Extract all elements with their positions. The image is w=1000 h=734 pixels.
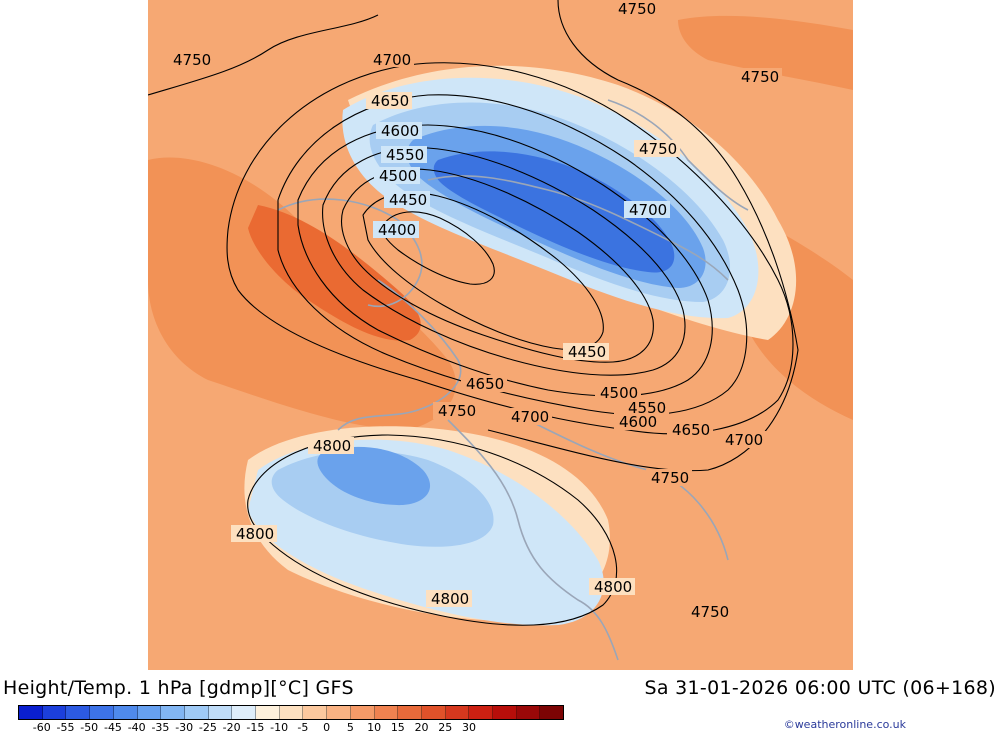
colorbar: [18, 705, 564, 720]
contour-label: 4450: [389, 191, 427, 209]
contour-4450: [362, 192, 604, 350]
cold-trough-deep: [433, 151, 675, 273]
colorbar-tick-label: 30: [462, 721, 477, 734]
contour-label: 4650: [371, 92, 409, 110]
colorbar-tick-label: 0: [323, 721, 331, 734]
colorbar-ticks: -60 -55 -50 -45 -40 -35 -30 -25 -20 -15 -10 -5 0 5 10 1…: [18, 721, 564, 734]
contour-label: 4750: [639, 140, 677, 158]
colorbar-swatch: [445, 706, 470, 719]
colorbar-tick-label: -5: [297, 721, 309, 734]
contour-label: 4800: [431, 590, 469, 608]
contour-label: 4650: [672, 421, 710, 439]
contour-label: 4550: [628, 399, 666, 417]
colorbar-tick-label: -25: [198, 721, 217, 734]
contour-label: 4800: [313, 437, 351, 455]
colorbar-tick-label: -30: [175, 721, 194, 734]
contour-4700: [226, 62, 794, 435]
colorbar-swatch: [327, 706, 351, 719]
contour-label: 4750: [651, 469, 689, 487]
colorbar-swatch: [232, 706, 257, 719]
colorbar-swatch: [256, 706, 280, 719]
coastline-america: [447, 419, 619, 661]
colorbar-swatch: [66, 706, 91, 719]
colorbar-swatch: [516, 706, 541, 719]
colorbar-swatch: [350, 706, 375, 719]
contour-label: 4750: [618, 0, 656, 18]
contour-label: 4800: [594, 578, 632, 596]
contour-label: 4650: [466, 375, 504, 393]
colorbar-tick-label: 25: [438, 721, 453, 734]
valid-time: Sa 31-01-2026 06:00 UTC (06+168): [644, 677, 996, 699]
weather-map: 4750 4750 4750 4700 4650 4600 4550 4500 …: [148, 0, 853, 670]
contour-label: 4400: [378, 221, 416, 239]
colorbar-swatch: [184, 706, 209, 719]
coastline-siberia: [607, 99, 749, 211]
contour-label: 4500: [379, 167, 417, 185]
colorbar-tick-label: -15: [246, 721, 265, 734]
contour-label: 4500: [600, 384, 638, 402]
colorbar-tick-label: -20: [222, 721, 241, 734]
colorbar-swatch: [137, 706, 162, 719]
contour-4500: [340, 168, 654, 363]
contour-label: 4600: [619, 413, 657, 431]
warm-region-north: [678, 15, 853, 90]
colorbar-swatch: [421, 706, 446, 719]
colorbar-tick-label: -60: [32, 721, 51, 734]
colorbar-swatch: [42, 706, 67, 719]
contour-4400: [381, 211, 495, 285]
contour-label: 4800: [236, 525, 274, 543]
colorbar-tick-label: -55: [56, 721, 75, 734]
contour-label: 4700: [725, 431, 763, 449]
colorbar-swatch: [469, 706, 494, 719]
contour-4750-outer: [148, 0, 799, 472]
contour-labels: 4750 4750 4750 4700 4650 4600 4550 4500 …: [168, 0, 782, 621]
colorbar-swatch: [374, 706, 399, 719]
coastline-canada: [337, 279, 462, 431]
colorbar-swatch: [208, 706, 233, 719]
colorbar-swatch: [161, 706, 185, 719]
credit-link[interactable]: ©weatheronline.co.uk: [783, 718, 906, 731]
contour-4600: [297, 124, 713, 397]
contour-label: 4700: [373, 51, 411, 69]
colorbar-tick-label: 5: [346, 721, 354, 734]
colorbar-tick-label: -50: [80, 721, 99, 734]
contour-4650: [277, 94, 748, 416]
colorbar-tick-label: -40: [127, 721, 146, 734]
colorbar-swatch: [540, 706, 564, 719]
colorbar-tick-label: -35: [151, 721, 170, 734]
contour-4550: [322, 147, 686, 376]
colorbar-swatch: [19, 706, 43, 719]
colorbar-swatch: [113, 706, 138, 719]
colorbar-tick-label: -10: [270, 721, 289, 734]
contour-label: 4550: [386, 146, 424, 164]
contour-label: 4600: [381, 122, 419, 140]
contour-label: 4750: [741, 68, 779, 86]
map-canvas: 4750 4750 4750 4700 4650 4600 4550 4500 …: [148, 0, 853, 670]
height-contours: [148, 0, 799, 626]
colorbar-swatch: [279, 706, 304, 719]
coastline-greenland: [277, 198, 423, 307]
contour-label: 4750: [691, 603, 729, 621]
colorbar-swatch: [303, 706, 328, 719]
colorbar-tick-label: 10: [367, 721, 382, 734]
colorbar-tick-label: -45: [103, 721, 122, 734]
colorbar-tick-label: 15: [390, 721, 405, 734]
map-title: Height/Temp. 1 hPa [gdmp][°C] GFS: [3, 677, 354, 699]
cold-area-south-mid: [317, 446, 431, 506]
coastline-arctic: [427, 175, 729, 281]
contour-label: 4700: [629, 201, 667, 219]
colorbar-swatch: [493, 706, 517, 719]
contour-label: 4750: [173, 51, 211, 69]
contour-label: 4450: [568, 343, 606, 361]
contour-label: 4700: [511, 408, 549, 426]
colorbar-swatch: [398, 706, 422, 719]
colorbar-swatch: [90, 706, 114, 719]
colorbar-tick-label: 20: [414, 721, 429, 734]
contour-label: 4750: [438, 402, 476, 420]
